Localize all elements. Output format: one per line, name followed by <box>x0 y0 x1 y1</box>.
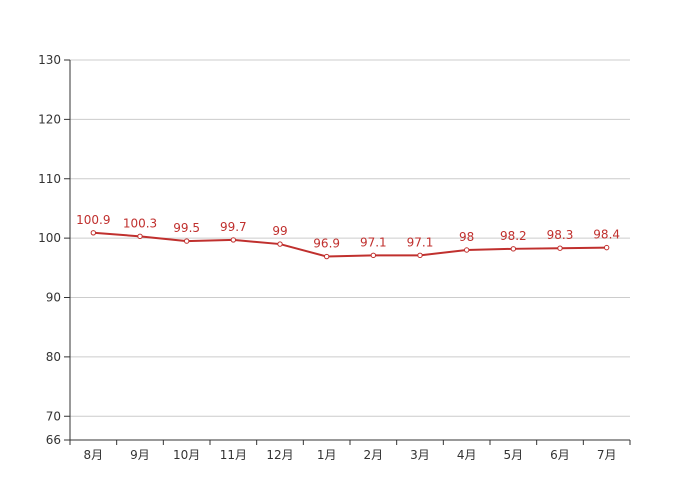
data-point <box>557 245 563 251</box>
data-label: 99.7 <box>220 220 247 234</box>
y-tick-label: 80 <box>46 350 61 364</box>
data-label: 98.2 <box>500 229 527 243</box>
y-tick-label: 120 <box>38 112 61 126</box>
data-label: 96.9 <box>313 237 340 251</box>
data-label: 97.1 <box>360 235 387 249</box>
data-label: 98.3 <box>547 228 574 242</box>
data-point <box>230 237 237 243</box>
data-label: 99.5 <box>173 221 200 235</box>
x-tick-label: 8月 <box>84 448 104 462</box>
series-line <box>93 231 607 258</box>
data-point <box>463 247 470 253</box>
y-tick-label: 70 <box>46 409 61 423</box>
data-point <box>183 238 190 244</box>
y-tick-label: 66 <box>46 433 61 447</box>
x-tick-label: 10月 <box>173 448 200 462</box>
x-tick-label: 2月 <box>364 448 384 462</box>
x-tick-label: 1月 <box>317 448 337 462</box>
x-tick-label: 3月 <box>410 448 430 462</box>
x-tick-label: 6月 <box>550 448 570 462</box>
x-tick-label: 5月 <box>504 448 524 462</box>
data-label: 99 <box>272 224 287 238</box>
axis-layer: 66 70 80 90 100 110 120 130 8月 9月 10月 11月 12月 1月 2月 3月 4… <box>38 53 631 462</box>
data-point <box>603 244 610 251</box>
data-point <box>137 233 143 240</box>
data-point <box>417 252 423 259</box>
data-point <box>370 252 377 259</box>
data-label: 98.4 <box>593 228 620 242</box>
x-tick-label: 11月 <box>220 448 247 462</box>
data-point <box>323 253 330 260</box>
label-layer: 100.9 100.3 99.5 99.7 99 96.9 97.1 97.1 98 98.2 98… <box>76 213 620 251</box>
data-point <box>510 246 517 252</box>
x-tick-label: 12月 <box>266 448 293 462</box>
data-point <box>90 230 97 236</box>
data-label: 100.3 <box>123 216 157 230</box>
y-tick-label: 90 <box>46 291 61 305</box>
series-layer <box>90 230 610 260</box>
data-label: 100.9 <box>76 213 110 227</box>
y-tick-label: 130 <box>38 53 61 67</box>
y-tick-label: 100 <box>38 231 61 245</box>
x-tick-label: 7月 <box>597 448 617 462</box>
data-label: 97.1 <box>407 235 434 249</box>
y-tick-label: 110 <box>38 172 61 186</box>
x-tick-label: 4月 <box>457 448 477 462</box>
data-label: 98 <box>459 230 474 244</box>
x-tick-label: 9月 <box>130 448 150 462</box>
data-point <box>277 241 283 247</box>
